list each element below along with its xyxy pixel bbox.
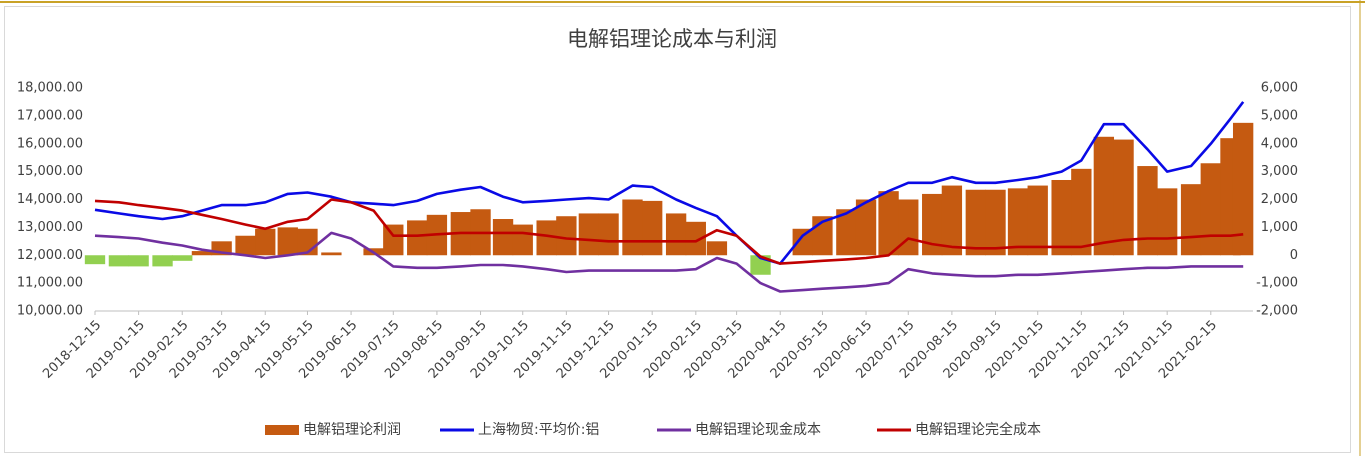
- chart-border: [4, 6, 1351, 453]
- legend-label: 电解铝理论现金成本: [695, 422, 821, 438]
- bar: [965, 189, 986, 256]
- bar: [836, 209, 857, 256]
- y-tick-label: 15,000.00: [17, 164, 83, 179]
- bar: [1232, 122, 1254, 256]
- bar: [108, 255, 130, 267]
- bar: [898, 199, 919, 256]
- y2-tick-label: 0: [1290, 248, 1298, 263]
- y2-tick-label: 2,000: [1261, 192, 1298, 207]
- bar: [1007, 188, 1029, 256]
- y-tick-label: 12,000.00: [17, 248, 83, 263]
- bar: [1027, 185, 1048, 256]
- bar: [536, 220, 557, 256]
- bar: [1051, 179, 1072, 256]
- bar: [512, 224, 533, 256]
- y2-tick-label: -2,000: [1256, 304, 1298, 319]
- y2-tick-label: 3,000: [1261, 164, 1298, 179]
- bar: [578, 213, 600, 256]
- bar: [622, 199, 643, 256]
- bar: [1071, 168, 1092, 256]
- bar: [383, 224, 404, 256]
- y2-tick-label: 1,000: [1261, 220, 1298, 235]
- bar: [255, 228, 276, 256]
- bar: [878, 191, 899, 256]
- bar: [855, 199, 877, 256]
- bar: [706, 241, 728, 256]
- y-tick-label: 10,000.00: [17, 304, 83, 319]
- bar: [1180, 184, 1202, 256]
- bar: [941, 185, 963, 256]
- y2-tick-label: -1,000: [1256, 276, 1298, 291]
- bar: [277, 227, 298, 256]
- bar: [235, 235, 256, 256]
- y-tick-label: 18,000.00: [17, 81, 83, 96]
- bar: [172, 255, 193, 261]
- legend-label: 电解铝理论利润: [303, 422, 401, 438]
- bar: [321, 252, 342, 256]
- legend-swatch: [265, 425, 299, 435]
- bar: [1113, 139, 1134, 256]
- chart-title: 电解铝理论成本与利润: [567, 27, 777, 51]
- bar: [1093, 136, 1115, 256]
- y-tick-label: 11,000.00: [17, 276, 83, 291]
- bar: [1137, 166, 1158, 256]
- bar: [792, 228, 813, 256]
- line-series: [94, 198, 1244, 265]
- bar: [685, 221, 706, 256]
- line-series: [94, 231, 1244, 293]
- y2-tick-label: 4,000: [1261, 136, 1298, 151]
- bar: [556, 216, 577, 256]
- legend: 电解铝理论利润 上海物贸:平均价:铝 电解铝理论现金成本 电解铝理论完全成本: [265, 421, 1041, 438]
- y2-tick-label: 5,000: [1261, 108, 1298, 123]
- line-series: [94, 101, 1245, 265]
- bar: [191, 251, 213, 256]
- y2-tick-label: 6,000: [1261, 81, 1298, 96]
- bar: [84, 255, 106, 265]
- y-tick-label: 17,000.00: [17, 108, 83, 123]
- bar: [492, 219, 514, 256]
- bar: [922, 193, 943, 256]
- bar: [665, 213, 687, 256]
- bar: [598, 213, 619, 256]
- y-tick-label: 16,000.00: [17, 136, 83, 151]
- bar: [642, 200, 663, 256]
- y-tick-label: 13,000.00: [17, 220, 83, 235]
- bar: [407, 220, 428, 256]
- bar: [128, 255, 149, 267]
- bar: [985, 189, 1006, 256]
- y-tick-label: 14,000.00: [17, 192, 83, 207]
- bar: [1200, 163, 1221, 256]
- bar: [152, 255, 173, 267]
- legend-label: 电解铝理论完全成本: [915, 421, 1041, 438]
- bar: [1157, 188, 1178, 256]
- legend-label: 上海物贸:平均价:铝: [478, 422, 599, 438]
